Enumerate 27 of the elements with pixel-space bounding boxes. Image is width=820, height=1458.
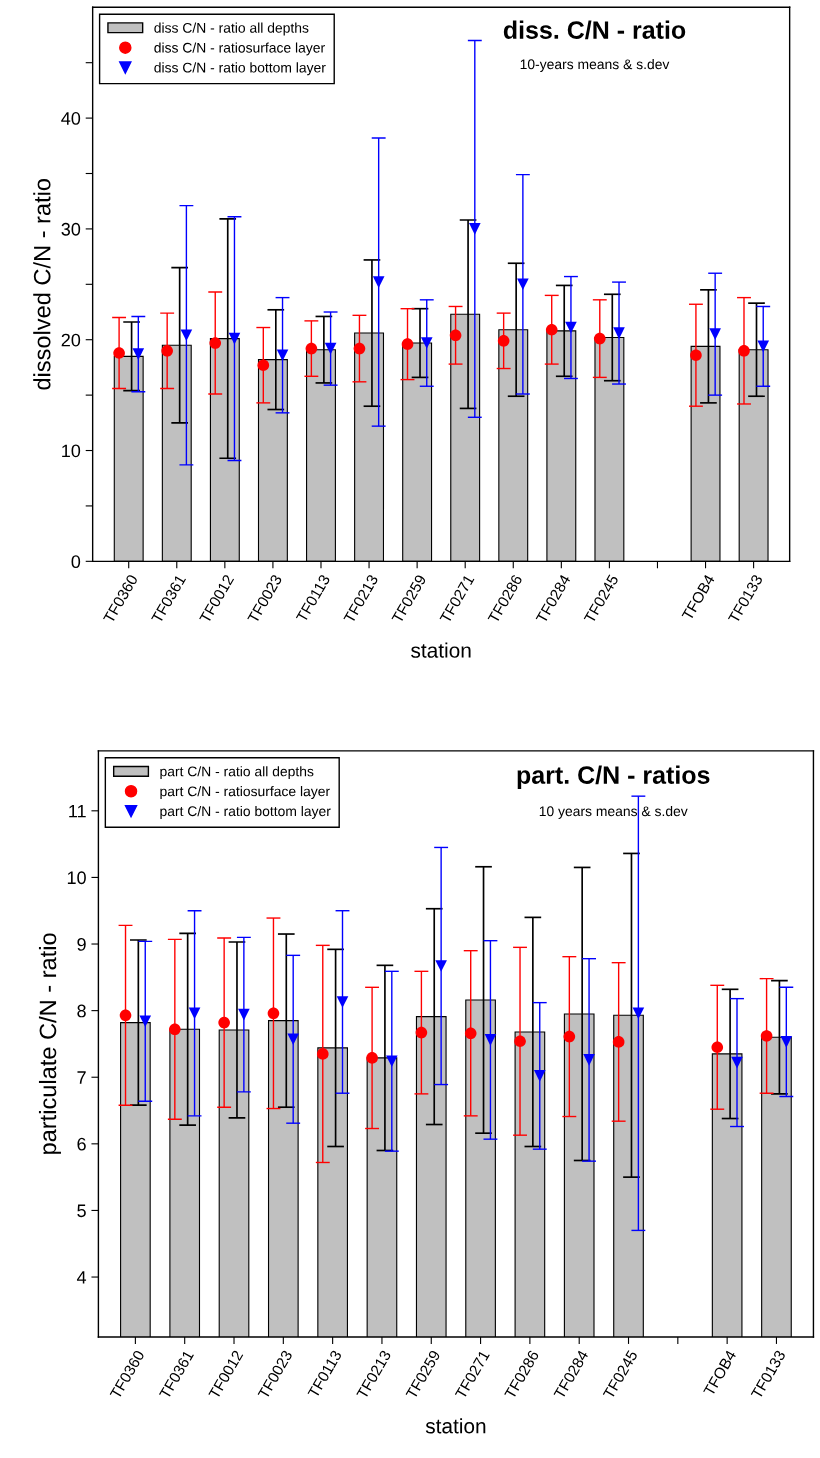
text: part. C/N - ratios: [517, 765, 710, 789]
x-axis-title: station: [411, 642, 471, 658]
legend-label: part C/N - ratio all depths: [160, 766, 314, 780]
y-tick-label: 11: [69, 804, 86, 818]
y-tick-label: 0: [71, 555, 81, 569]
y-axis-title: particulate C/N - ratio: [38, 933, 61, 1154]
y-tick-label: 4: [76, 1271, 87, 1284]
legend-label: part C/N - ratiosurface layer: [160, 786, 330, 799]
text: 10-years means & s.dev: [520, 58, 670, 72]
y-tick-label: 8: [77, 1004, 86, 1018]
y-axis-title: dissolved C/N - ratio: [33, 179, 51, 390]
y-tick-label: 10: [67, 871, 86, 885]
y-tick-label: 7: [77, 1071, 86, 1084]
x-axis-title: station: [425, 1418, 486, 1434]
legend-label: part C/N - ratio bottom layer: [160, 805, 331, 819]
text: 10 years means & s.dev: [539, 805, 688, 819]
y-tick-label: 30: [61, 222, 81, 236]
legend-label: diss C/N - ratio bottom layer: [154, 62, 326, 76]
legend-label: diss C/N - ratio all depths: [154, 22, 309, 36]
y-tick-label: 20: [61, 333, 81, 347]
y-tick-label: 6: [77, 1137, 86, 1151]
y-tick-label: 9: [77, 937, 86, 951]
y-tick-label: 40: [61, 112, 81, 125]
chart-title: diss. C/N - ratio: [503, 20, 686, 40]
y-tick-label: 5: [77, 1204, 86, 1218]
legend-label: diss C/N - ratiosurface layer: [154, 42, 325, 56]
y-tick-label: 10: [62, 444, 81, 458]
